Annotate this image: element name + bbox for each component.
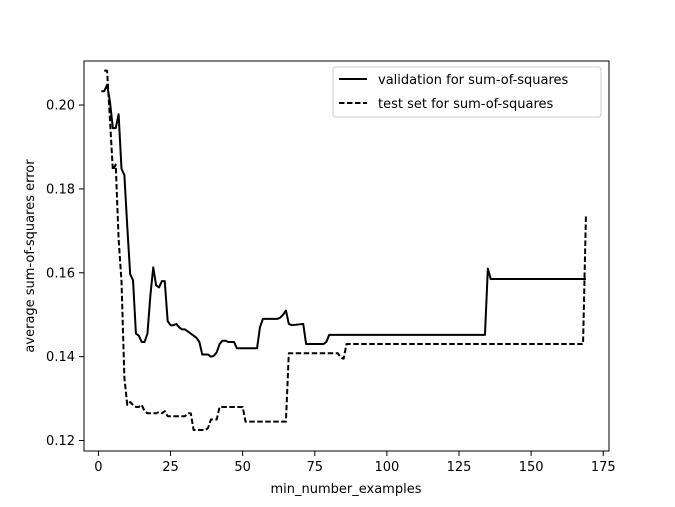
series-line-0 — [101, 83, 586, 358]
x-tick-label-3: 75 — [306, 460, 323, 475]
x-tick-label-5: 125 — [447, 460, 472, 475]
y-axis-label: average sum-of-squares error — [23, 159, 38, 353]
y-tick-label-0: 0.12 — [46, 434, 75, 449]
legend: validation for sum-of-squares test set f… — [332, 66, 602, 118]
x-tick-label-2: 50 — [234, 460, 251, 475]
x-tick-label-0: 0 — [94, 460, 102, 475]
x-tick-label-6: 150 — [519, 460, 544, 475]
y-tick-label-2: 0.16 — [46, 266, 75, 281]
x-axis-label: min_number_examples — [271, 482, 422, 497]
legend-label-test: test set for sum-of-squares — [378, 97, 554, 112]
plot-frame — [83, 60, 610, 452]
x-tick-label-7: 175 — [591, 460, 616, 475]
series-layer — [101, 69, 587, 432]
y-axis-ticks: 0.12 0.14 0.16 0.18 0.20 — [46, 99, 84, 449]
legend-box — [332, 66, 602, 118]
x-tick-label-1: 25 — [162, 460, 179, 475]
series-line-1 — [104, 69, 587, 432]
x-axis-ticks: 0 25 50 75 100 125 150 175 — [94, 451, 616, 475]
legend-label-validation: validation for sum-of-squares — [378, 73, 569, 88]
y-tick-label-3: 0.18 — [46, 182, 75, 197]
x-tick-label-4: 100 — [374, 460, 399, 475]
y-tick-label-1: 0.14 — [46, 350, 75, 365]
y-tick-label-4: 0.20 — [46, 99, 75, 114]
